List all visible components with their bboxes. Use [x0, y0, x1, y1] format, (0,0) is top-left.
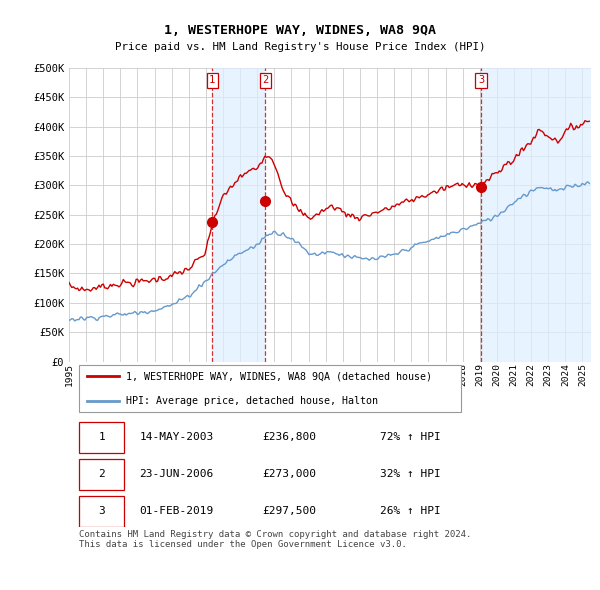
Text: 1: 1 [209, 75, 215, 85]
FancyBboxPatch shape [79, 496, 124, 527]
FancyBboxPatch shape [79, 365, 461, 412]
Text: 14-MAY-2003: 14-MAY-2003 [139, 432, 214, 442]
Text: 2: 2 [98, 470, 105, 480]
Text: 3: 3 [98, 506, 105, 516]
Text: 1, WESTERHOPE WAY, WIDNES, WA8 9QA (detached house): 1, WESTERHOPE WAY, WIDNES, WA8 9QA (deta… [127, 371, 433, 381]
Text: HPI: Average price, detached house, Halton: HPI: Average price, detached house, Halt… [127, 396, 379, 405]
FancyBboxPatch shape [79, 422, 124, 453]
Text: 3: 3 [478, 75, 484, 85]
Text: £273,000: £273,000 [262, 470, 316, 480]
Text: 72% ↑ HPI: 72% ↑ HPI [380, 432, 440, 442]
Text: £236,800: £236,800 [262, 432, 316, 442]
Text: 2: 2 [262, 75, 268, 85]
Text: Price paid vs. HM Land Registry's House Price Index (HPI): Price paid vs. HM Land Registry's House … [115, 42, 485, 53]
Text: 26% ↑ HPI: 26% ↑ HPI [380, 506, 440, 516]
Text: 32% ↑ HPI: 32% ↑ HPI [380, 470, 440, 480]
Text: Contains HM Land Registry data © Crown copyright and database right 2024.
This d: Contains HM Land Registry data © Crown c… [79, 530, 472, 549]
Bar [481, 68, 591, 362]
Text: 01-FEB-2019: 01-FEB-2019 [139, 506, 214, 516]
Text: 1, WESTERHOPE WAY, WIDNES, WA8 9QA: 1, WESTERHOPE WAY, WIDNES, WA8 9QA [164, 24, 436, 37]
Bar [212, 68, 265, 362]
Text: 1: 1 [98, 432, 105, 442]
FancyBboxPatch shape [79, 459, 124, 490]
Text: 23-JUN-2006: 23-JUN-2006 [139, 470, 214, 480]
Text: £297,500: £297,500 [262, 506, 316, 516]
